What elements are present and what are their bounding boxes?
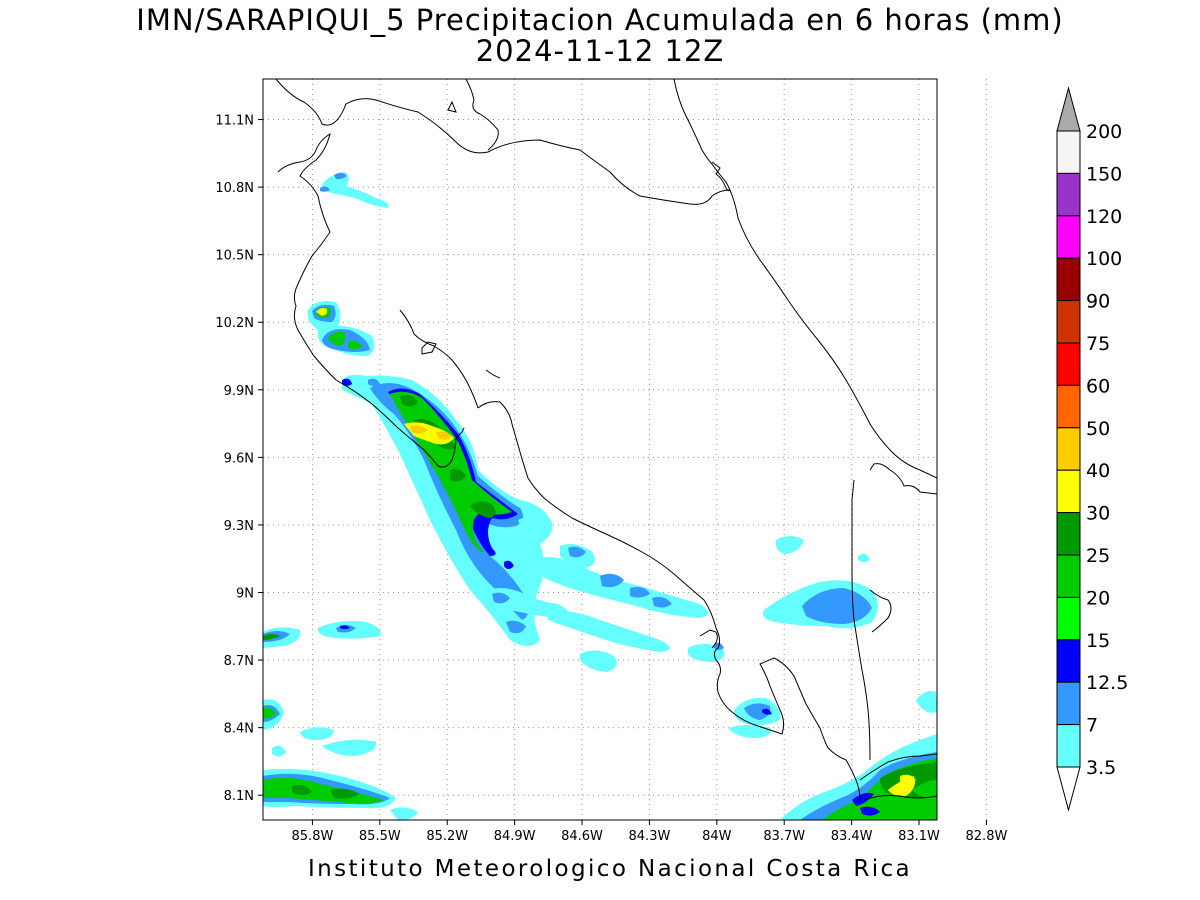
pacific-coast-guanacaste bbox=[277, 132, 337, 381]
colorbar-label: 15 bbox=[1086, 630, 1110, 652]
colorbar-segment bbox=[1056, 215, 1081, 259]
nicaragua-border-lake bbox=[275, 79, 731, 205]
panama-pacific bbox=[869, 589, 892, 633]
colorbar-label: 150 bbox=[1086, 163, 1122, 185]
nicoya-island bbox=[421, 341, 437, 355]
colorbar-label: 12.5 bbox=[1086, 672, 1128, 694]
lat-tick-label: 9.3N bbox=[224, 519, 254, 534]
lat-tick-label: 9N bbox=[236, 587, 254, 602]
colorbar-segment bbox=[1056, 130, 1081, 174]
colorbar: 3.5 7 12.5 15 20 25 30 40 50 60 75 90 100 120 150 200 bbox=[1056, 86, 1128, 812]
map-datetime: 2024-11-12 12Z bbox=[475, 34, 725, 68]
panama-coast bbox=[869, 463, 937, 495]
lon-tick-label: 83.7W bbox=[763, 829, 805, 844]
lat-tick-label: 10.2N bbox=[215, 316, 254, 331]
precip-band-pacific bbox=[342, 374, 553, 646]
precipitation-field bbox=[263, 172, 937, 820]
colorbar-segment bbox=[1056, 384, 1081, 429]
colorbar-segment bbox=[1056, 172, 1081, 217]
caribbean-spit bbox=[711, 161, 731, 192]
footer-credit: Instituto Meteorologico Nacional Costa R… bbox=[307, 856, 913, 882]
map-title: IMN/SARAPIQUI_5 Precipitacion Acumulada … bbox=[136, 3, 1064, 37]
lon-tick-label: 85.5W bbox=[359, 829, 401, 844]
lat-tick-label: 11.1N bbox=[215, 114, 254, 129]
lon-tick-label: 82.8W bbox=[966, 829, 1008, 844]
precip-streaks-central bbox=[484, 516, 725, 672]
colorbar-under-triangle bbox=[1056, 766, 1081, 812]
lat-tick-label: 8.7N bbox=[224, 654, 254, 669]
colorbar-label: 120 bbox=[1086, 206, 1122, 228]
lon-tick-label: 84W bbox=[702, 829, 732, 844]
lon-tick-label: 83.4W bbox=[831, 829, 873, 844]
colorbar-label: 20 bbox=[1086, 587, 1110, 609]
colorbar-segment bbox=[1056, 469, 1081, 514]
colorbar-segment bbox=[1056, 596, 1081, 641]
gulf-nicoya-shore bbox=[335, 379, 439, 467]
precip-cell-east bbox=[728, 536, 937, 738]
colorbar-over-triangle bbox=[1056, 86, 1081, 132]
panama-pacific-south2 bbox=[863, 795, 937, 801]
osa-peninsula bbox=[699, 629, 718, 649]
colorbar-segment bbox=[1056, 342, 1081, 386]
colorbar-label: 7 bbox=[1086, 715, 1098, 737]
caribbean-coast bbox=[673, 79, 937, 479]
colorbar-segment bbox=[1056, 257, 1081, 302]
colorbar-label: 3.5 bbox=[1086, 757, 1116, 779]
colorbar-label: 75 bbox=[1086, 333, 1110, 355]
lat-tick-label: 8.4N bbox=[224, 722, 254, 737]
lat-tick-label: 10.5N bbox=[215, 249, 254, 264]
precip-cell-southeast bbox=[780, 734, 937, 820]
colorbar-label: 25 bbox=[1086, 545, 1110, 567]
colorbar-segment bbox=[1056, 300, 1081, 344]
central-pacific-coast bbox=[713, 627, 821, 735]
lat-tick-label: 8.1N bbox=[224, 789, 254, 804]
colorbar-label: 100 bbox=[1086, 248, 1122, 270]
lon-tick-label: 84.9W bbox=[494, 829, 536, 844]
colorbar-segment bbox=[1056, 639, 1081, 683]
colorbar-label: 30 bbox=[1086, 503, 1110, 525]
colorbar-label: 200 bbox=[1086, 121, 1122, 143]
precip-cell-nicoya bbox=[307, 301, 375, 356]
golfo-dulce bbox=[819, 727, 861, 801]
colorbar-label: 40 bbox=[1086, 460, 1110, 482]
longitude-axis: 85.8W 85.5W 85.2W 84.9W 84.6W 84.3W 84W 83.7W 83… bbox=[292, 820, 1008, 844]
colorbar-segment bbox=[1056, 427, 1081, 471]
lon-tick-label: 83.1W bbox=[898, 829, 940, 844]
colorbar-segment bbox=[1056, 681, 1081, 726]
lat-tick-label: 9.9N bbox=[224, 384, 254, 399]
panama-pacific-south bbox=[859, 753, 937, 781]
plot-frame bbox=[262, 78, 938, 821]
colorbar-segment bbox=[1056, 512, 1081, 556]
colorbar-segment bbox=[1056, 554, 1081, 598]
lat-tick-label: 10.8N bbox=[215, 181, 254, 196]
latitude-axis: 11.1N 10.8N 10.5N 10.2N 9.9N 9.6N 9.3N 9N 8.7N 8.… bbox=[215, 114, 263, 804]
lon-tick-label: 84.3W bbox=[629, 829, 671, 844]
colorbar-label: 50 bbox=[1086, 418, 1110, 440]
lake-island bbox=[447, 100, 457, 113]
precip-bands-southwest bbox=[263, 620, 418, 820]
grid-lines bbox=[263, 79, 987, 820]
lon-tick-label: 85.8W bbox=[292, 829, 334, 844]
nicoya-inlet bbox=[485, 369, 501, 379]
lat-tick-label: 9.6N bbox=[224, 451, 254, 466]
precip-cell-north bbox=[320, 172, 389, 208]
coastlines bbox=[275, 79, 937, 801]
panama-border bbox=[851, 479, 871, 761]
gulf-nicoya-east bbox=[477, 401, 717, 629]
lon-tick-label: 85.2W bbox=[426, 829, 468, 844]
lon-tick-label: 84.6W bbox=[561, 829, 603, 844]
gulf-nicoya-inner bbox=[399, 309, 479, 409]
colorbar-segment bbox=[1056, 724, 1081, 768]
caribbean-coast-north bbox=[465, 79, 499, 151]
colorbar-label: 60 bbox=[1086, 375, 1110, 397]
colorbar-label: 90 bbox=[1086, 291, 1110, 313]
puntarenas-coast bbox=[437, 427, 465, 468]
